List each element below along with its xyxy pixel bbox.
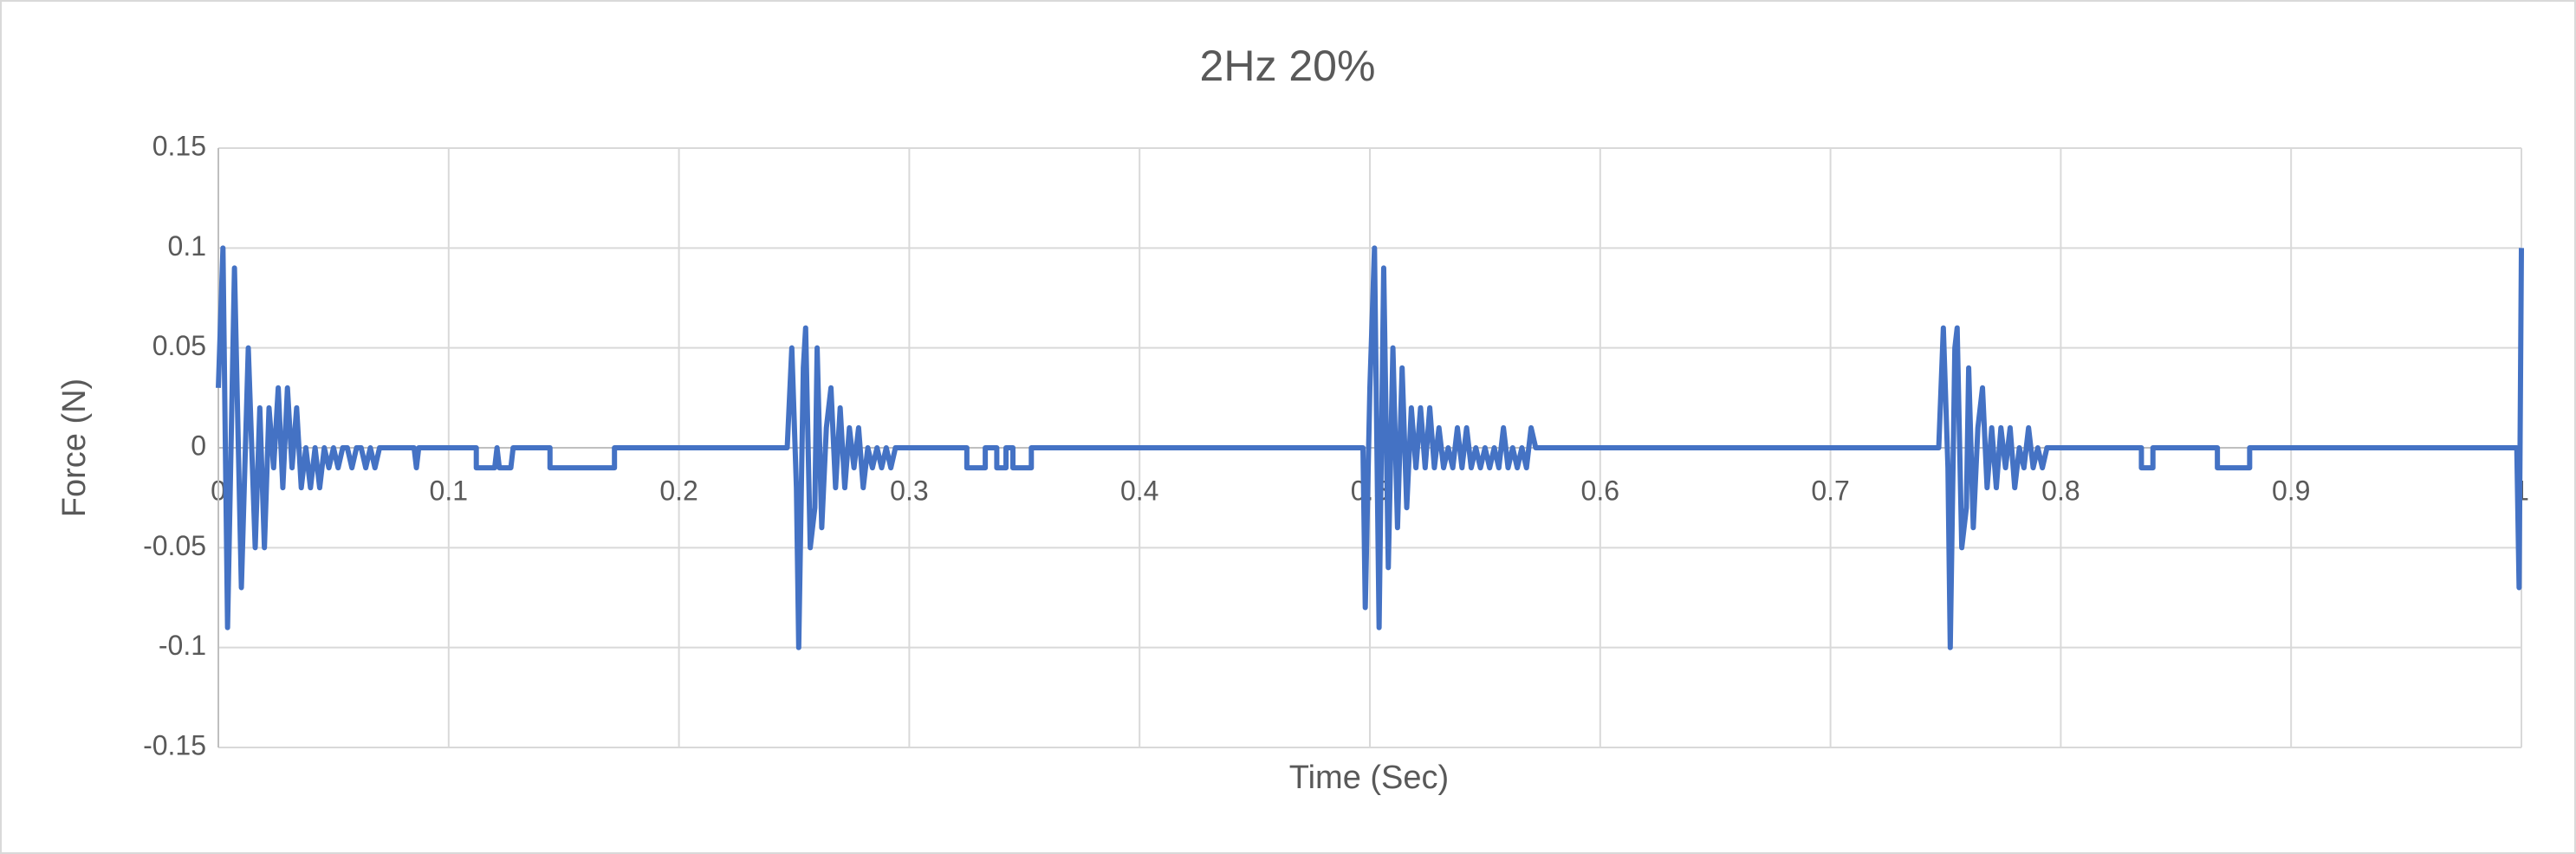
x-tick-label: 0.4 bbox=[1120, 475, 1158, 506]
y-tick-label: 0.05 bbox=[152, 330, 206, 361]
x-tick-label: 0.8 bbox=[2041, 475, 2080, 506]
x-tick-label: 0.7 bbox=[1811, 475, 1849, 506]
chart-title: 2Hz 20% bbox=[1200, 42, 1376, 90]
data-line bbox=[216, 245, 2524, 650]
y-tick-label: 0.1 bbox=[168, 230, 206, 262]
y-tick-label: -0.05 bbox=[143, 530, 206, 561]
x-tick-label: 0.3 bbox=[890, 475, 928, 506]
y-tick-label: 0.15 bbox=[152, 130, 206, 161]
x-tick-label: 0.9 bbox=[2272, 475, 2310, 506]
y-axis-title: Force (N) bbox=[56, 378, 93, 517]
y-tick-label: -0.1 bbox=[159, 630, 206, 661]
x-tick-label: 0.2 bbox=[659, 475, 698, 506]
y-tick-label: 0 bbox=[191, 430, 206, 461]
x-axis-title: Time (Sec) bbox=[1289, 760, 1449, 796]
y-tick-label: -0.15 bbox=[143, 729, 206, 760]
x-tick-label: 0.1 bbox=[430, 475, 468, 506]
x-tick-label: 0.6 bbox=[1581, 475, 1619, 506]
